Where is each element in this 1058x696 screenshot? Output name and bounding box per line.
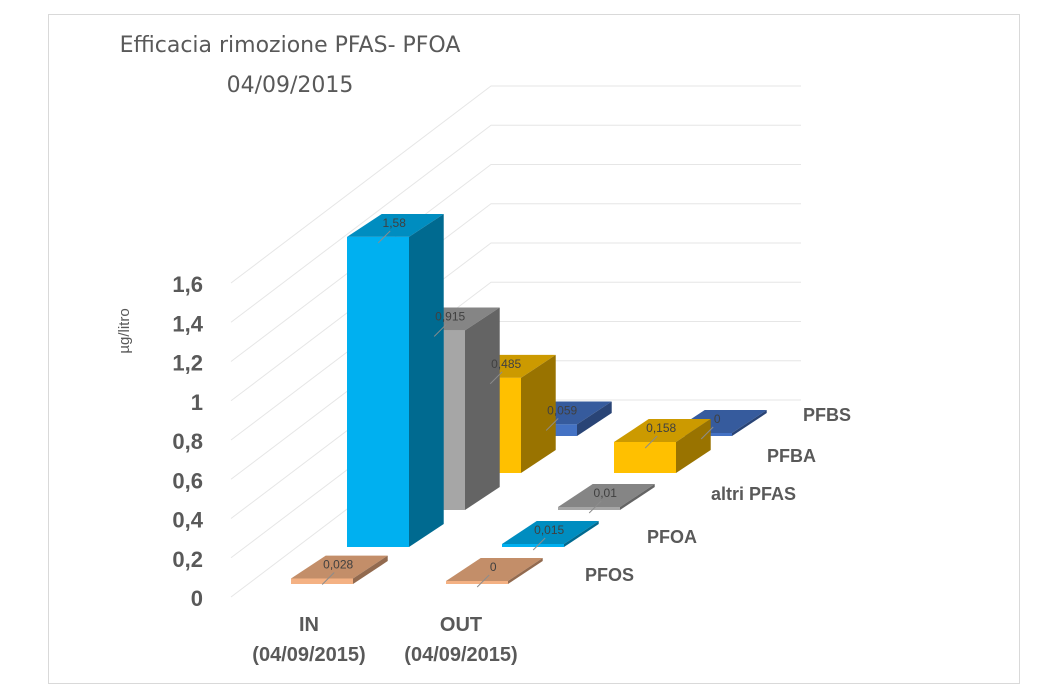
y-tick-labels: 0 0,2 0,4 0,6 0,8 1 1,2 1,4 1,6 [172, 272, 203, 611]
y-tick-label: 1 [191, 390, 203, 415]
data-label: 0,015 [534, 523, 564, 537]
bar-pfos-out [446, 558, 543, 584]
series-label-pfoa: PFOA [647, 527, 697, 547]
bar-front [347, 236, 409, 548]
data-label-leader [476, 574, 490, 588]
data-label-leader [489, 371, 503, 385]
y-tick-label: 0,8 [172, 429, 203, 454]
bar-pfoa-in [347, 213, 444, 548]
bar-altri-pfas-out [558, 484, 655, 510]
data-label: 0,028 [323, 558, 353, 572]
y-tick-label: 0 [191, 586, 203, 611]
data-label-leader [321, 572, 335, 585]
gridline [230, 124, 801, 323]
y-tick-label: 0,6 [172, 468, 203, 493]
gridline [230, 242, 801, 441]
data-label: 0,01 [594, 486, 618, 500]
series-label-altri-pfas: altri PFAS [711, 484, 796, 504]
bar-side [564, 521, 599, 547]
data-label: 0 [490, 560, 497, 574]
bar-pfba-out [614, 419, 711, 473]
bar-top [291, 555, 388, 579]
data-label: 0 [714, 412, 721, 426]
bar-front [558, 507, 620, 510]
bar-side [732, 410, 767, 436]
x-category-label: (04/09/2015) [404, 644, 517, 666]
bar-front [502, 544, 564, 547]
y-tick-label: 1,4 [172, 311, 203, 336]
gridline [230, 164, 801, 362]
bar-top [347, 213, 444, 237]
bar-top [614, 419, 711, 442]
bar-pfos-in [291, 555, 388, 584]
y-axis-label: µg/litro [116, 308, 133, 353]
x-category-label: (04/09/2015) [252, 644, 365, 666]
data-label-leader [545, 418, 559, 431]
data-label-leader [377, 230, 391, 244]
x-category-label: IN [299, 614, 319, 636]
data-label-leader [644, 435, 658, 449]
y-tick-label: 0,4 [172, 508, 203, 533]
bar-front [291, 578, 353, 584]
data-label: 1,58 [383, 216, 407, 230]
bars [291, 213, 767, 584]
y-tick-label: 1,6 [172, 272, 203, 297]
bar-front [614, 441, 676, 473]
y-tick-label: 1,2 [172, 351, 203, 376]
chart-title: Efficacia rimozione PFAS- PFOA [119, 33, 461, 58]
data-label-leader [532, 537, 546, 551]
bar-top [502, 521, 599, 544]
data-labels: 0 0,059 0,158 0,485 0,01 0,915 0,015 1,58 0 0,028 [321, 216, 721, 588]
chart-plot: 0 0,2 0,4 0,6 0,8 1 1,2 1,4 1,6 µg/litro 0 0,059 0,1… [116, 85, 851, 666]
series-labels: PFOS PFOA altri PFAS PFBA PFBS [585, 405, 851, 585]
bar-top [558, 484, 655, 507]
data-label-leader [433, 324, 447, 337]
bar-front [446, 581, 508, 584]
bar-pfoa-out [502, 521, 599, 547]
gridlines [230, 85, 801, 598]
gridline [230, 281, 801, 480]
gridline [230, 203, 801, 402]
bar-side [409, 213, 444, 548]
x-category-labels: IN (04/09/2015) OUT (04/09/2015) [252, 614, 517, 666]
data-label-leader [700, 426, 714, 440]
bar-side [620, 484, 655, 510]
data-label: 0,915 [435, 309, 465, 323]
bar-side [577, 401, 612, 436]
y-tick-label: 0,2 [172, 547, 203, 572]
series-label-pfbs: PFBS [803, 405, 851, 425]
x-category-label: OUT [440, 614, 482, 636]
data-label: 0,158 [646, 421, 676, 435]
chart-subtitle: 04/09/2015 [226, 73, 354, 98]
bar-top [446, 558, 543, 581]
series-label-pfos: PFOS [585, 565, 634, 585]
bar-side [465, 307, 500, 510]
gridline [230, 85, 801, 284]
series-label-pfba: PFBA [767, 446, 816, 466]
bar-side [676, 419, 711, 473]
bar-side [508, 558, 543, 584]
data-label: 0,059 [547, 403, 577, 417]
bar-side [521, 354, 556, 473]
data-label: 0,485 [491, 357, 521, 371]
bar-side [353, 555, 388, 584]
data-label-leader [588, 500, 602, 514]
chart-frame: 0 0,2 0,4 0,6 0,8 1 1,2 1,4 1,6 µg/litro 0 0,059 0,1… [48, 14, 1020, 684]
